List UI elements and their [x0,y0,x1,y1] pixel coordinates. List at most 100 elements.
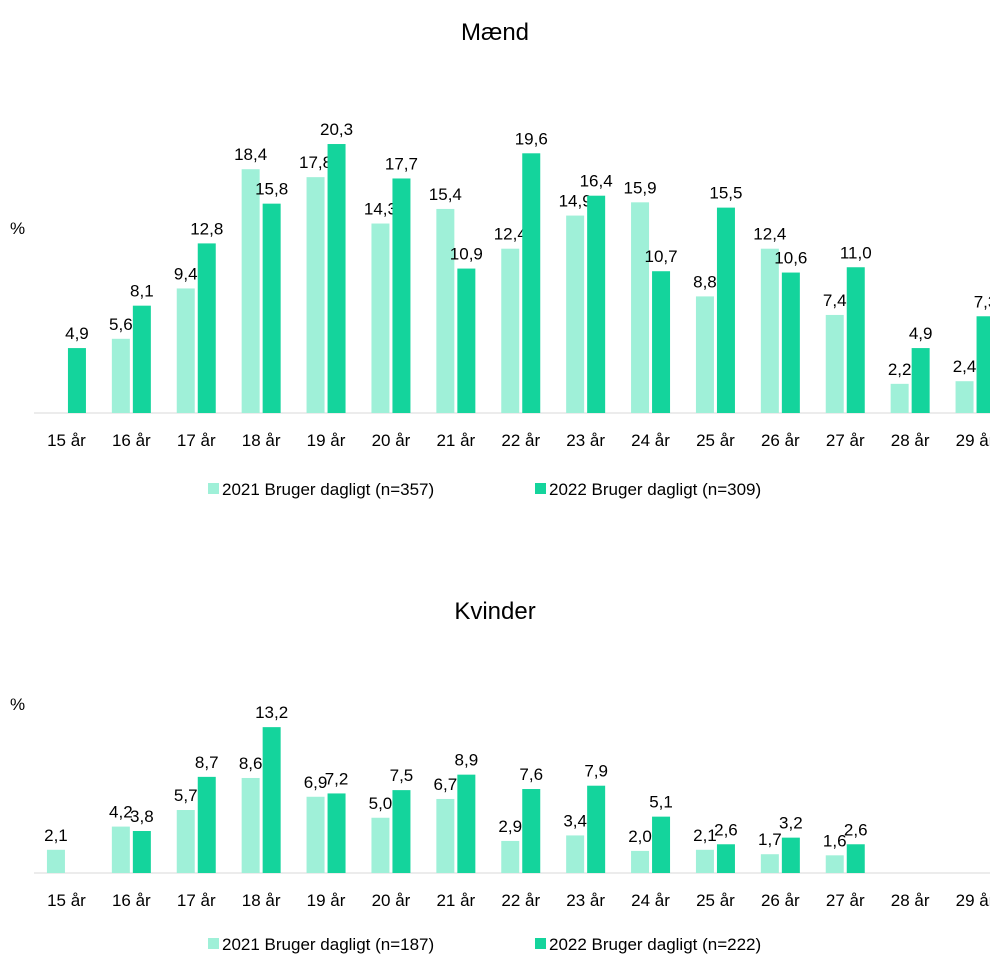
legend-label-1: 2022 Bruger dagligt (n=309) [549,480,761,499]
x-tick-label: 20 år [372,431,411,450]
data-label-2021-5: 5,0 [369,794,393,813]
bar-2021-14 [955,381,974,413]
bar-2021-1 [111,826,130,873]
data-label-2021-12: 7,4 [823,291,847,310]
x-tick-label: 22 år [501,891,540,910]
bar-2022-11 [781,272,800,413]
data-label-2021-10: 8,8 [693,272,717,291]
data-label-2022-8: 16,4 [580,172,613,191]
chart-title: Kvinder [454,598,535,625]
bar-2021-5 [371,223,390,413]
bar-2022-14 [976,316,990,413]
chart-panel-1: Kvinder% 15 år 2,1 16 år 4,23,8 17 år 5,7 8,7 18… [10,598,990,954]
x-tick-label: 17 år [177,891,216,910]
legend: 2021 Bruger dagligt (n=187) 2022 Bruger d… [208,935,761,954]
bar-2021-1 [111,338,130,413]
bar-2022-2 [197,243,216,413]
bar-2022-12 [846,844,865,873]
data-label-2022-7: 19,6 [515,129,548,148]
bar-2022-7 [522,153,541,414]
data-label-2022-0: 4,9 [65,324,89,343]
bar-2022-3 [262,727,281,873]
x-tick-label: 21 år [436,891,475,910]
data-label-2022-9: 5,1 [649,793,673,812]
bar-2022-3 [262,203,281,413]
x-tick-label: 18 år [242,891,281,910]
bar-2022-9 [652,271,671,413]
data-label-2022-12: 11,0 [840,243,872,262]
legend-swatch-0 [208,938,219,949]
bar-2022-12 [846,267,865,413]
data-label-2021-11: 12,4 [753,225,786,244]
bar-2022-11 [781,837,800,873]
x-tick-label: 24 år [631,431,670,450]
x-tick-label: 29 år [956,431,990,450]
x-tick-label: 15 år [47,891,86,910]
data-label-2021-8: 14,9 [559,192,592,211]
x-tick-label: 19 år [307,891,346,910]
x-tick-label: 21 år [436,431,475,450]
x-tick-label: 27 år [826,891,865,910]
data-label-2022-4: 7,2 [325,769,349,788]
bar-2022-1 [132,831,151,873]
bar-2021-10 [695,849,714,873]
legend-label-0: 2021 Bruger dagligt (n=187) [222,935,434,954]
bar-2021-13 [890,383,909,413]
x-tick-label: 19 år [307,431,346,450]
x-tick-label: 26 år [761,431,800,450]
x-tick-label: 22 år [501,431,540,450]
bar-2022-1 [132,305,151,413]
x-tick-label: 23 år [566,891,605,910]
bar-2021-11 [760,248,779,413]
bar-2022-5 [392,178,411,413]
data-label-2022-1: 8,1 [130,282,154,301]
data-label-2021-9: 2,0 [628,827,652,846]
data-label-2022-8: 7,9 [584,762,608,781]
data-label-2021-6: 6,7 [434,775,458,794]
bar-2022-5 [392,790,411,873]
data-label-2022-1: 3,8 [130,807,154,826]
bar-2021-2 [176,288,195,413]
bar-2021-10 [695,296,714,413]
data-label-2021-4: 6,9 [304,773,328,792]
data-label-2022-3: 15,8 [255,180,288,199]
x-tick-label: 23 år [566,431,605,450]
data-label-2022-7: 7,6 [519,765,543,784]
bar-2021-9 [631,202,650,413]
data-label-2021-14: 2,4 [953,357,977,376]
bar-2021-11 [760,854,779,873]
x-tick-label: 16 år [112,891,151,910]
bar-2021-5 [371,817,390,873]
data-label-2021-2: 9,4 [174,264,198,283]
data-label-2021-2: 5,7 [174,786,198,805]
data-label-2021-13: 2,2 [888,360,912,379]
legend: 2021 Bruger dagligt (n=357) 2022 Bruger d… [208,480,761,499]
bar-2022-7 [522,789,541,873]
legend-label-1: 2022 Bruger dagligt (n=222) [549,935,761,954]
data-label-2022-6: 8,9 [455,751,479,770]
bar-2021-3 [241,777,260,873]
data-label-2022-11: 10,6 [774,249,807,268]
bar-2021-8 [566,835,585,873]
y-axis-label: % [10,219,25,238]
bar-2022-2 [197,776,216,873]
x-tick-label: 15 år [47,431,86,450]
data-label-2021-5: 14,3 [364,200,397,219]
data-label-2021-7: 2,9 [498,817,522,836]
y-axis-label: % [10,695,25,714]
legend-swatch-1 [535,938,546,949]
data-label-2022-5: 7,5 [390,766,414,785]
data-label-2022-13: 4,9 [909,324,933,343]
bar-2022-6 [457,774,476,873]
data-label-2021-3: 18,4 [234,145,267,164]
data-label-2021-0: 2,1 [44,826,68,845]
bar-2021-4 [306,796,325,873]
data-label-2022-14: 7,3 [974,292,990,311]
data-label-2022-10: 2,6 [714,820,738,839]
data-label-2021-1: 5,6 [109,315,133,334]
data-label-2021-6: 15,4 [429,185,462,204]
chart-title: Mænd [461,19,529,46]
data-label-2021-12: 1,6 [823,831,847,850]
data-label-2022-2: 12,8 [190,219,223,238]
